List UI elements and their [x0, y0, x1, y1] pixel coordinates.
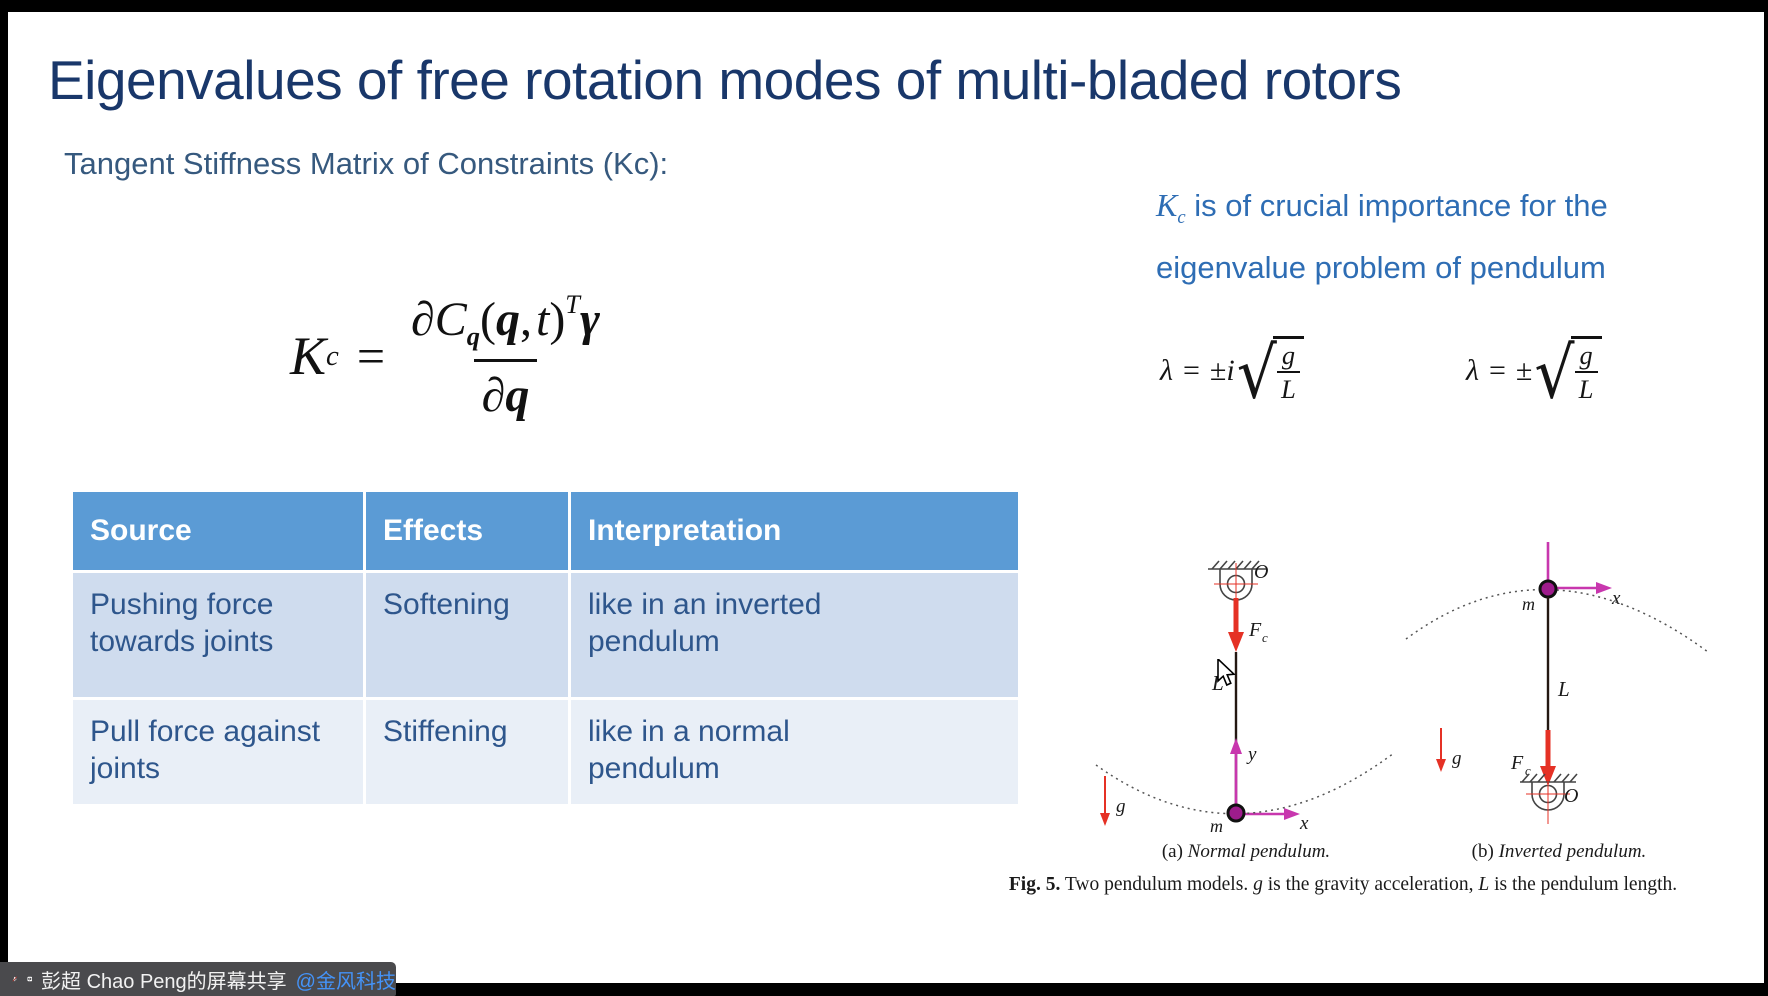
x-axis-b — [1550, 582, 1612, 594]
slide-subtitle: Tangent Stiffness Matrix of Constraints … — [64, 146, 669, 181]
table-cell-interpretation-1: like in an inverted pendulum — [571, 573, 1018, 697]
mic-muted-icon[interactable] — [12, 968, 18, 990]
x-axis-label-b: x — [1611, 588, 1621, 609]
mass-b — [1538, 579, 1558, 599]
effects-table: Source Effects Interpretation Pushing fo… — [73, 492, 1018, 804]
force-label-b: F — [1510, 752, 1524, 774]
formula-denominator: ∂q — [473, 359, 538, 423]
gravity-label-b: g — [1452, 748, 1462, 769]
force-label-sub-b: c — [1525, 763, 1531, 778]
y-axis-b — [1546, 542, 1550, 584]
gravity-label-a: g — [1116, 796, 1126, 817]
mass-label-a: m — [1210, 816, 1223, 836]
caption-inverted-pendulum: (b) Inverted pendulum. — [1471, 841, 1647, 862]
note-text: is of crucial importance for the eigenva… — [1156, 188, 1608, 285]
table-cell-source-1: Pushing force towards joints — [73, 573, 363, 697]
trajectory-arc-a — [1095, 752, 1395, 815]
radical: √ g L — [1534, 333, 1602, 414]
force-label-a: F — [1248, 619, 1262, 641]
formula-numerator: ∂Cq(q, t)Tγ — [411, 289, 600, 351]
y-axis-label-a: y — [1246, 744, 1257, 765]
figure-caption: Fig. 5. Two pendulum models. g is the gr… — [1008, 874, 1678, 895]
table-cell-interpretation-2: like in a normal pendulum — [571, 700, 1018, 804]
screen-share-bar[interactable]: 彭超 Chao Peng的屏幕共享 @金风科技 — [0, 962, 396, 996]
mouse-cursor — [1217, 659, 1236, 687]
slide-canvas: Eigenvalues of free rotation modes of mu… — [8, 12, 1764, 983]
mass-label-b: m — [1522, 594, 1535, 614]
pivot-crosshair-b — [1526, 780, 1570, 824]
x-axis-a — [1238, 808, 1300, 820]
mass-a — [1226, 803, 1246, 823]
gravity-arrow-a — [1100, 776, 1110, 826]
table-cell-effects-2: Stiffening — [366, 700, 568, 804]
lambda-inverted-formula: λ = ± √ g L — [1466, 333, 1602, 414]
formula-lhs: K — [290, 326, 327, 387]
importance-note: Kc is of crucial importance for the eige… — [1156, 187, 1608, 285]
share-bar-mention[interactable]: @金风科技 — [295, 970, 396, 993]
y-axis-a — [1230, 738, 1242, 810]
force-arrow-b — [1540, 730, 1556, 786]
table-header-source: Source — [73, 492, 363, 570]
length-label-b: L — [1557, 677, 1570, 701]
lambda-normal-formula: λ = ± i √ g L — [1160, 333, 1305, 414]
table-cell-effects-1: Softening — [366, 573, 568, 697]
pivot-label-a: O — [1254, 561, 1268, 583]
trajectory-arc-b — [1405, 588, 1709, 653]
share-bar-title: 彭超 Chao Peng的屏幕共享 — [41, 970, 287, 993]
slide-title: Eigenvalues of free rotation modes of mu… — [48, 49, 1402, 111]
table-header-interpretation: Interpretation — [571, 492, 1018, 570]
pendulum-diagrams: O F c L y x m — [1095, 542, 1709, 836]
x-axis-label-a: x — [1299, 813, 1309, 834]
gravity-arrow-b — [1436, 728, 1446, 772]
force-label-sub-a: c — [1262, 630, 1268, 645]
radical: √ g L — [1237, 333, 1305, 414]
formula-fraction: ∂Cq(q, t)Tγ ∂q — [403, 289, 608, 423]
caption-normal-pendulum: (a) Normal pendulum. — [1161, 841, 1331, 862]
table-header-effects: Effects — [366, 492, 568, 570]
pivot-label-b: O — [1564, 785, 1578, 807]
screen-share-icon[interactable] — [26, 968, 33, 990]
force-arrow-a — [1228, 598, 1244, 652]
table-cell-source-2: Pull force against joints — [73, 700, 363, 804]
